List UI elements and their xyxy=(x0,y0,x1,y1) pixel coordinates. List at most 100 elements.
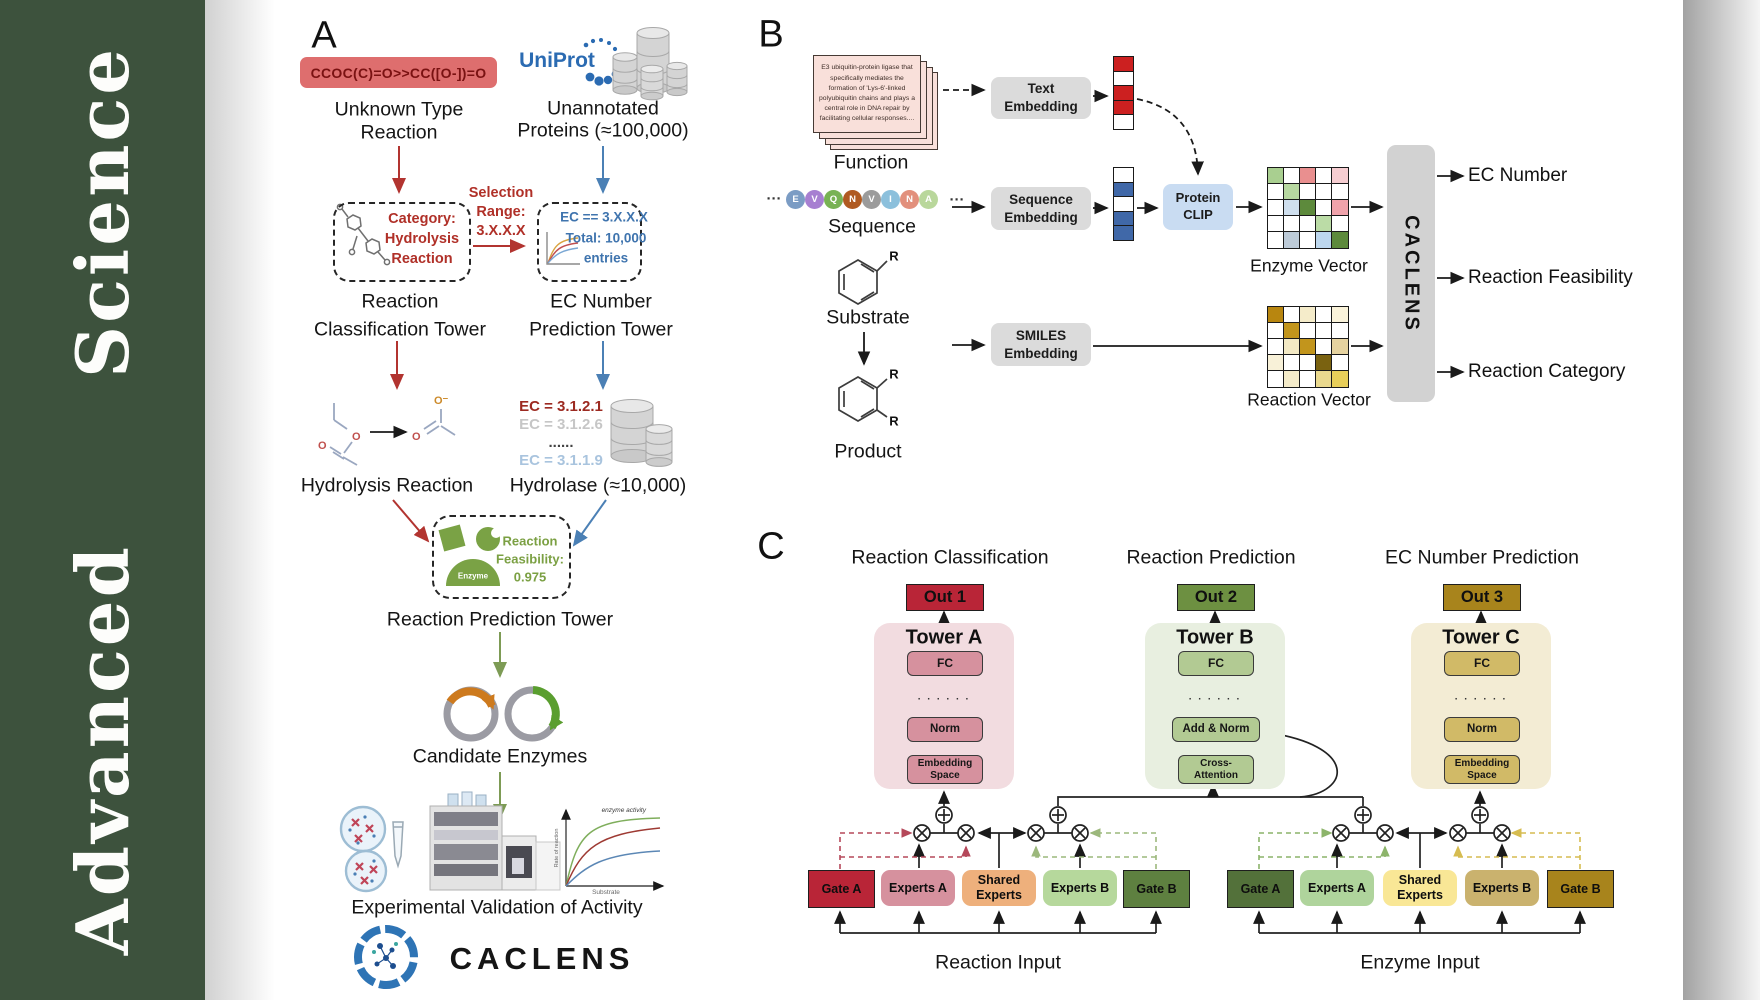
grid-cell xyxy=(1267,306,1285,324)
tower-c-bottom-line2: Space xyxy=(1467,769,1497,781)
product-r2-label: R xyxy=(889,413,899,429)
reaction-gate-a: Gate A xyxy=(808,870,875,908)
panelB-label: B xyxy=(758,13,784,56)
grid-cell xyxy=(1315,167,1333,185)
tower-b-dots: . . . . . . xyxy=(1188,691,1242,703)
grid-cell xyxy=(1283,199,1301,217)
grid-cell xyxy=(1283,231,1301,249)
ec-tower-title2: Prediction Tower xyxy=(529,318,673,341)
ec-filter-dashed-box xyxy=(537,202,642,282)
category-text3: Reaction xyxy=(391,251,453,267)
plot-ylabel: Rate of reaction xyxy=(554,829,560,868)
grid-cell xyxy=(1331,199,1349,217)
grid-cell xyxy=(1331,306,1349,324)
feasibility-text2: Feasibility: xyxy=(496,551,564,567)
grid-cell xyxy=(1267,354,1285,372)
ec-tower-title1: EC Number xyxy=(550,290,652,313)
tower-b-title: Tower B xyxy=(1176,626,1254,649)
sequence-label: Sequence xyxy=(828,215,916,238)
sidebar-shadow xyxy=(205,0,275,1000)
reaction-experts-a: Experts A xyxy=(881,870,955,906)
text-embedding-vector xyxy=(1113,56,1134,131)
grid-cell xyxy=(1299,322,1317,340)
enzyme-vector-label: Enzyme Vector xyxy=(1250,255,1368,276)
grid-cell xyxy=(1267,370,1285,388)
vector-cell xyxy=(1113,225,1134,242)
grid-cell xyxy=(1299,215,1317,233)
amino-acid-circle: N xyxy=(900,190,919,209)
grid-cell xyxy=(1267,183,1285,201)
grid-cell xyxy=(1283,338,1301,356)
vector-cell xyxy=(1113,196,1134,213)
grid-cell xyxy=(1267,338,1285,356)
plot-xlabel: Substrate xyxy=(592,889,620,896)
grid-cell xyxy=(1283,354,1301,372)
enzyme-shared-line2: Experts xyxy=(1397,888,1443,902)
unknown-reaction-label: Unknown Type xyxy=(334,98,464,121)
amino-acid-circle: Q xyxy=(824,190,843,209)
ec-list-line: EC = 3.1.2.1 xyxy=(519,398,603,415)
reaction-shared-experts: Shared Experts xyxy=(962,870,1036,906)
grid-cell xyxy=(1299,199,1317,217)
output-reaction-feasibility: Reaction Feasibility xyxy=(1468,267,1633,288)
grid-cell xyxy=(1315,231,1333,249)
tower-a-norm: Norm xyxy=(907,717,983,742)
grid-cell xyxy=(1283,306,1301,324)
amino-acid-circle: N xyxy=(843,190,862,209)
caclens-logo-icon xyxy=(354,925,418,989)
tower-a-fc: FC xyxy=(907,651,983,676)
grid-cell xyxy=(1315,215,1333,233)
grid-cell xyxy=(1267,231,1285,249)
uniprot-database-icon xyxy=(612,27,688,101)
enzyme-experts-b: Experts B xyxy=(1465,870,1539,906)
amino-acid-circle: E xyxy=(786,190,805,209)
page-edge-shadow xyxy=(1683,0,1760,1000)
function-card-text: E3 ubiquitin-protein ligase that specifi… xyxy=(819,64,915,123)
grid-cell xyxy=(1267,322,1285,340)
grid-cell xyxy=(1331,338,1349,356)
petri-dish-icons xyxy=(339,805,404,893)
category-dashed-box xyxy=(333,202,471,282)
product-r1-label: R xyxy=(889,366,899,382)
ec-candidate-list: EC = 3.1.2.1 EC = 3.1.2.6...... EC = 3.1.1… xyxy=(505,398,617,470)
smiles-embedding-line1: SMILES xyxy=(1015,327,1067,343)
reaction-vector-label: Reaction Vector xyxy=(1247,389,1371,410)
enzyme-experts-a: Experts A xyxy=(1300,870,1374,906)
protein-clip-line1: Protein xyxy=(1175,190,1221,206)
uniprot-logo-text: UniProt xyxy=(519,49,595,72)
category-text1: Category: xyxy=(388,211,456,227)
feasibility-text3: 0.975 xyxy=(513,569,547,585)
plot-curve-label: enzyme activity xyxy=(602,807,647,814)
vector-cell xyxy=(1113,85,1134,102)
tower-a-dots: . . . . . . xyxy=(917,691,971,703)
tower-b-fc: FC xyxy=(1178,651,1254,676)
ec-filter-text3: entries xyxy=(583,250,629,266)
classification-tower-title2: Classification Tower xyxy=(314,318,486,341)
vector-cell xyxy=(1113,114,1134,131)
sequence-ellipsis-right: ··· xyxy=(949,191,965,209)
panelC-label: C xyxy=(757,525,785,568)
reaction-vector-grid xyxy=(1267,306,1349,388)
tower-c-fc: FC xyxy=(1444,651,1520,676)
tower-b-bottom-line1: Cross- xyxy=(1200,758,1232,769)
reaction-prediction-tower-title: Reaction Prediction Tower xyxy=(386,608,614,631)
enzyme-vector-grid xyxy=(1267,167,1349,249)
product-label: Product xyxy=(834,440,902,463)
text-embedding-box: Text Embedding xyxy=(991,77,1091,119)
grid-cell xyxy=(1283,167,1301,185)
category-text2: Hydrolysis xyxy=(384,231,460,247)
out3-box: Out 3 xyxy=(1443,584,1521,611)
feasibility-text1: Reaction xyxy=(502,533,558,549)
candidate-enzymes-label: Candidate Enzymes xyxy=(412,745,588,768)
col-title-ec-number-prediction: EC Number Prediction xyxy=(1385,546,1579,569)
journal-title: Advanced Science xyxy=(60,45,146,955)
smiles-embedding-line2: Embedding xyxy=(1004,345,1078,361)
journal-sidebar: Advanced Science xyxy=(0,0,205,1000)
svg-text:O: O xyxy=(352,431,361,443)
grid-cell xyxy=(1283,370,1301,388)
tower-a-title: Tower A xyxy=(905,626,983,649)
enzyme-badge-label: Enzyme xyxy=(457,571,489,581)
reaction-shared-line2: Experts xyxy=(976,888,1022,902)
unannotated-label2: Proteins (≈100,000) xyxy=(517,119,689,142)
